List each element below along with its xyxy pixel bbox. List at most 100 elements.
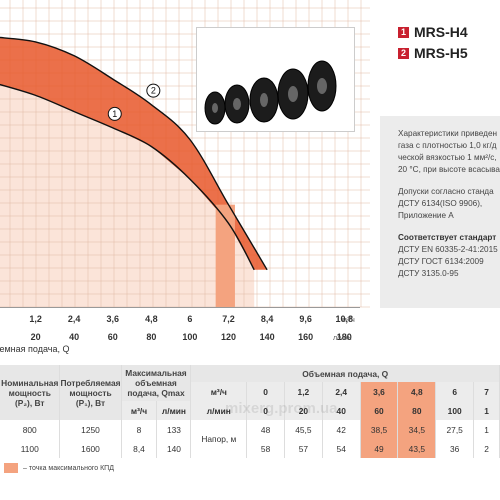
head-cell: 48	[246, 420, 285, 439]
curve-marker-1	[107, 106, 122, 121]
x-tick-label-lmin: 120	[221, 332, 236, 342]
max-unit-lmin: л/мин	[156, 401, 192, 420]
head-cell: 2	[473, 439, 500, 458]
head-cell: 38,5	[360, 420, 399, 439]
flow-m3h-cell: 3,6	[360, 382, 399, 401]
x-tick-label-m3h: 6	[187, 314, 192, 324]
curve-marker-label: 2	[151, 86, 156, 96]
head-cell: 57	[284, 439, 323, 458]
head-label: Напор, м	[190, 420, 248, 458]
standard-line: ДСТУ 3135.0-95	[398, 269, 459, 278]
conditions-line: Характеристики приведен	[398, 129, 498, 138]
spec-table: Номинальная мощность (P₂), Вт Потребляем…	[0, 365, 500, 458]
x-tick-label-m3h: 4,8	[145, 314, 158, 324]
flow-lmin-cell: 0	[246, 401, 285, 420]
model-index-badge: 1	[398, 26, 409, 38]
standard-line: ДСТУ EN 60335-2-41:2015	[398, 245, 498, 254]
axis-ticks: 1,2 2,4 3,6 4,8 6 7,2 8,4 9,6 10,8м³/ч 20 40 60 80 10…	[0, 307, 360, 354]
flow-lmin-cell: 20	[284, 401, 323, 420]
band-between-curves	[0, 37, 268, 270]
product-photo	[196, 27, 355, 132]
flow-lmin-cell: 80	[397, 401, 437, 420]
conditions-line: 20 °С, при высоте всасыва	[398, 165, 500, 174]
curve-line-1	[0, 83, 255, 271]
head-cell: 36	[435, 439, 475, 458]
flow-lmin-cell: 40	[322, 401, 361, 420]
header-consumed-power: Потребляемая мощность (P₁), Вт	[59, 365, 122, 420]
x-tick-label-m3h: 3,6	[107, 314, 120, 324]
curve-marker-2	[146, 83, 161, 98]
head-cell: 54	[322, 439, 361, 458]
efficiency-zone-bar	[215, 204, 235, 307]
legend-note-text: – точка максимального КПД	[23, 464, 114, 472]
qmax-m3h-cell: 8	[121, 420, 158, 439]
x-tick-label-m3h: 10,8	[336, 314, 354, 324]
conditions-line: газа с плотностью 1,0 кг/д	[398, 141, 497, 150]
head-cell: 58	[246, 439, 285, 458]
x-axis-label: Объемная подача, Q	[0, 344, 69, 354]
max-unit-m3h: м³/ч	[121, 401, 158, 420]
model-legend-2: 2 MRS-H5	[398, 45, 468, 61]
pump-curve-chart: 12 1,2 2,4 3,6 4,8 6 7,2 8,4 9,6 10,8м³/ч20 40 60 8…	[0, 0, 370, 354]
flow-m3h-cell: 7	[473, 382, 500, 401]
x-tick-label-lmin: 60	[108, 332, 118, 342]
x-tick-label-lmin: 180	[337, 332, 352, 342]
legend-note: – точка максимального КПД	[4, 463, 114, 473]
flow-lmin-cell: 60	[360, 401, 399, 420]
x-tick-label-lmin: 160	[298, 332, 313, 342]
x-tick-label-lmin: 80	[146, 332, 156, 342]
head-cell: 45,5	[284, 420, 323, 439]
pump-curves: 12	[0, 36, 268, 271]
x-tick-label-lmin: 100	[182, 332, 197, 342]
x-tick-label-lmin: 20	[31, 332, 41, 342]
head-cell: 42	[322, 420, 361, 439]
x-tick-label-m3h: 7,2	[222, 314, 235, 324]
p2-cell: 800	[0, 420, 61, 439]
qmax-m3h-cell: 8,4	[121, 439, 158, 458]
p2-cell: 1100	[0, 439, 61, 458]
x-unit-lmin: л/мин	[333, 335, 352, 342]
header-max-flow: Максимальная объемная подача, Qmax	[121, 365, 192, 401]
x-tick-label-lmin: 40	[69, 332, 79, 342]
max-efficiency-swatch	[4, 463, 18, 473]
impeller-stack-image	[204, 60, 337, 125]
conditions-line: ческой вязкостью 1 мм²/с,	[398, 153, 497, 162]
flow-m3h-cell: 4,8	[397, 382, 437, 401]
x-tick-label-m3h: 2,4	[68, 314, 81, 324]
p1-cell: 1250	[59, 420, 122, 439]
qmax-lmin-cell: 140	[156, 439, 192, 458]
x-tick-label-lmin: 140	[260, 332, 275, 342]
head-cell: 49	[360, 439, 399, 458]
qmax-lmin-cell: 133	[156, 420, 192, 439]
x-unit-m3h: м³/ч	[342, 317, 355, 324]
tolerance-line: ДСТУ 6134(ISO 9906),	[398, 199, 483, 208]
head-cell: 43,5	[397, 439, 437, 458]
model-legend-1: 1 MRS-H4	[398, 24, 468, 40]
info-panel	[380, 116, 500, 308]
unit-lmin: л/мин	[190, 401, 248, 420]
x-tick-label-m3h: 8,4	[261, 314, 274, 324]
flow-lmin-cell: 1	[473, 401, 500, 420]
tolerance-line: Приложение А	[398, 211, 454, 220]
standards-title: Соответствует стандарт	[398, 233, 497, 242]
x-tick-label-m3h: 9,6	[299, 314, 312, 324]
model-index-badge: 2	[398, 47, 409, 59]
head-cell: 27,5	[435, 420, 475, 439]
unit-m3h: м³/ч	[190, 382, 248, 401]
header-nominal-power: Номинальная мощность (P₂), Вт	[0, 365, 61, 420]
flow-m3h-cell: 0	[246, 382, 285, 401]
model-label: MRS-H5	[414, 45, 468, 61]
standard-line: ДСТУ ГОСТ 6134:2009	[398, 257, 484, 266]
flow-m3h-cell: 6	[435, 382, 475, 401]
header-flow: Объемная подача, Q	[190, 365, 500, 382]
table-row: 1100 1600 8,4 140 58 57 54 49 43,5 36 2	[0, 439, 500, 458]
head-cell: 34,5	[397, 420, 437, 439]
tolerance-line: Допуски согласно станда	[398, 187, 494, 196]
model-label: MRS-H4	[414, 24, 468, 40]
flow-m3h-cell: 2,4	[322, 382, 361, 401]
max-efficiency-zone	[0, 37, 268, 307]
chart-grid	[0, 0, 370, 308]
head-cell: 1	[473, 420, 500, 439]
curve-line-2	[0, 36, 268, 271]
flow-m3h-cell: 1,2	[284, 382, 323, 401]
